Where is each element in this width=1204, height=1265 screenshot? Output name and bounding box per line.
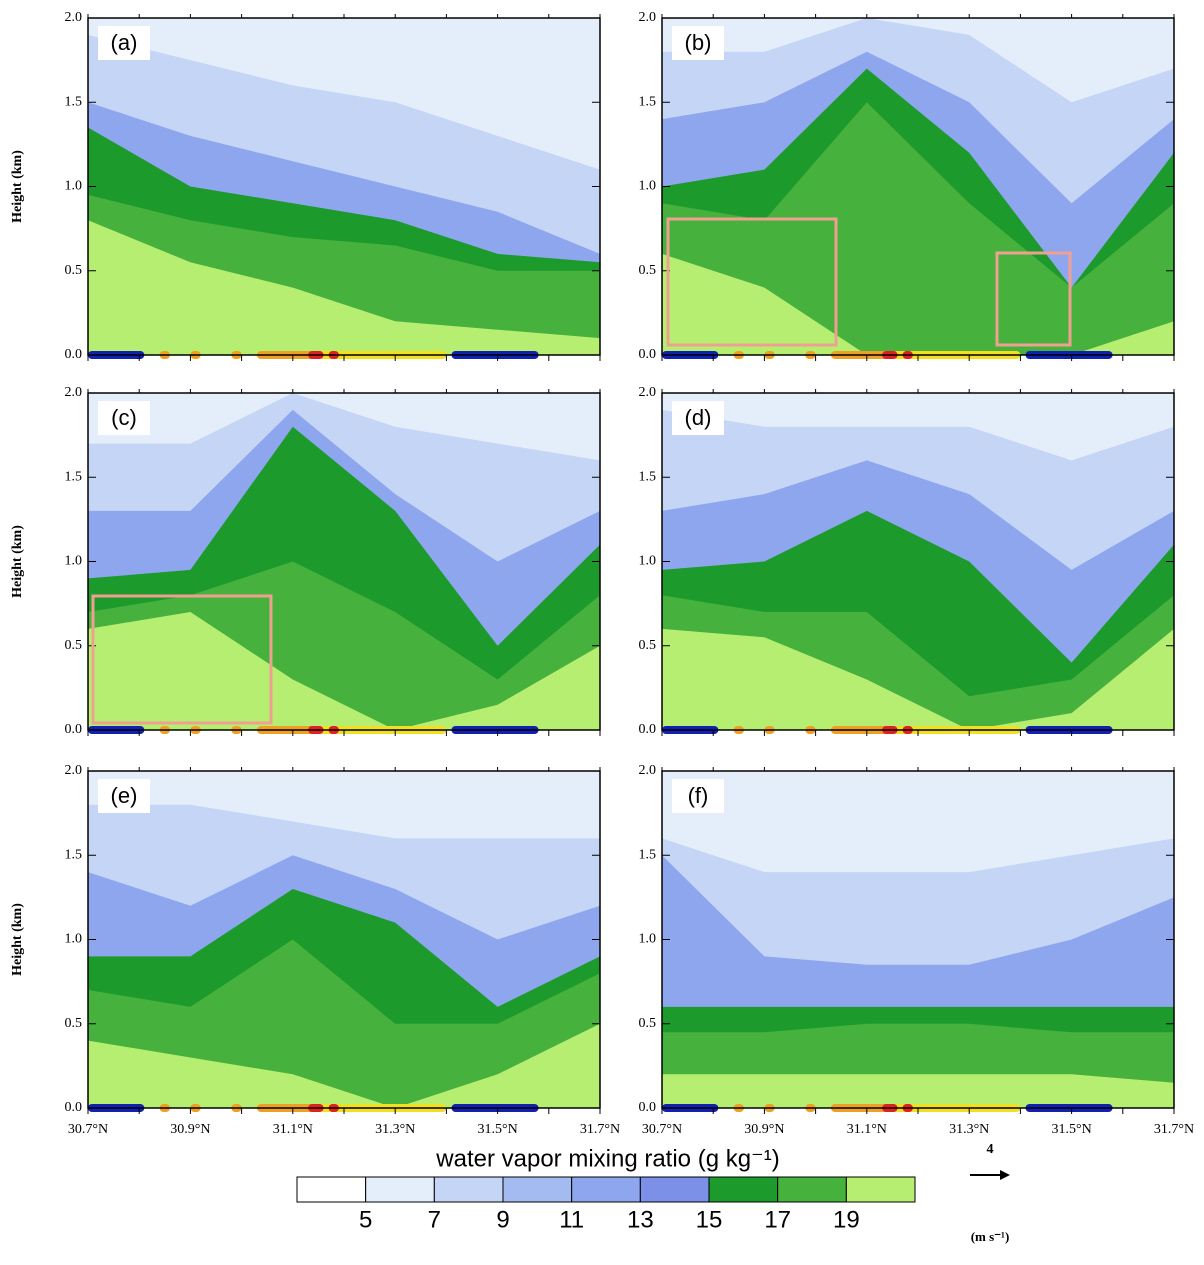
y-tick-label: 1.0 (639, 932, 657, 947)
y-tick-label: 0.5 (639, 263, 657, 278)
colorbar-label: 19 (833, 1206, 860, 1233)
colorbar-swatch (365, 1176, 435, 1203)
colorbar-label: 15 (696, 1206, 723, 1233)
contour-fill (662, 253, 1174, 355)
contour-fill (662, 628, 1174, 730)
y-tick-label: 2.0 (65, 385, 83, 400)
panel-label: (a) (111, 30, 138, 55)
contour-fill (88, 220, 600, 355)
panel-label: (e) (111, 783, 138, 808)
x-tick-label: 31.5°N (477, 1122, 517, 1137)
panel-label: (d) (685, 405, 712, 430)
panel-label: (c) (111, 405, 137, 430)
y-tick-label: 2.0 (639, 10, 657, 25)
plot-area (88, 771, 600, 1108)
colorbar-label: 7 (428, 1206, 441, 1233)
colorbar-swatch (777, 1176, 847, 1203)
reference-arrow-head (1000, 1170, 1010, 1180)
y-tick-label: 0.0 (65, 347, 83, 362)
x-tick-label: 31.3°N (949, 1122, 989, 1137)
panel-label: (b) (685, 30, 712, 55)
x-tick-label: 31.7°N (580, 1122, 620, 1137)
panel-label: (f) (688, 783, 709, 808)
y-tick-label: 1.5 (639, 94, 657, 109)
y-tick-label: 0.0 (639, 722, 657, 737)
contour-fill (662, 102, 1174, 355)
x-tick-label: 31.1°N (847, 1122, 887, 1137)
x-tick-label: 30.7°N (642, 1122, 682, 1137)
plot-area (662, 18, 1174, 355)
y-tick-label: 1.0 (639, 179, 657, 194)
y-tick-label: 1.5 (639, 847, 657, 862)
contour-fill (88, 612, 600, 730)
y-tick-label: 2.0 (65, 10, 83, 25)
x-tick-label: 31.1°N (273, 1122, 313, 1137)
y-tick-label: 0.5 (65, 638, 83, 653)
y-tick-label: 0.0 (639, 347, 657, 362)
plot-area (662, 393, 1174, 730)
y-axis-label: Height (km) (10, 150, 25, 223)
y-tick-label: 0.5 (65, 1016, 83, 1031)
panel-label-box (98, 401, 150, 435)
highlight-box (666, 217, 838, 347)
y-tick-label: 1.5 (639, 469, 657, 484)
x-tick-label: 30.9°N (744, 1122, 784, 1137)
y-tick-label: 0.0 (639, 1100, 657, 1115)
y-axis-label: Height (km) (10, 525, 25, 598)
y-tick-label: 1.0 (65, 932, 83, 947)
x-tick-label: 31.3°N (375, 1122, 415, 1137)
y-tick-label: 1.5 (65, 469, 83, 484)
colorbar-swatch (708, 1176, 779, 1203)
panel-label-box (98, 779, 150, 813)
colorbar-label: 9 (496, 1206, 509, 1233)
colorbar-swatch (502, 1176, 573, 1203)
x-tick-label: 31.7°N (1154, 1122, 1194, 1137)
colorbar-title: water vapor mixing ratio (g kg⁻¹) (435, 1145, 779, 1172)
highlight-box (995, 251, 1072, 347)
y-tick-label: 1.0 (65, 179, 83, 194)
y-tick-label: 0.5 (639, 638, 657, 653)
colorbar-label: 13 (627, 1206, 654, 1233)
colorbar-label: 5 (359, 1206, 372, 1233)
colorbar-swatch (571, 1176, 641, 1203)
plot-area (662, 771, 1174, 1108)
x-tick-label: 30.7°N (68, 1122, 108, 1137)
y-tick-label: 1.5 (65, 847, 83, 862)
contour-fill (88, 1023, 600, 1108)
panel-label-box (98, 26, 150, 60)
y-tick-label: 2.0 (639, 763, 657, 778)
x-tick-label: 31.5°N (1051, 1122, 1091, 1137)
colorbar-swatch (639, 1176, 710, 1203)
colorbar-label: 17 (764, 1206, 791, 1233)
highlight-box (91, 594, 273, 725)
y-tick-label: 2.0 (639, 385, 657, 400)
y-tick-label: 1.0 (65, 554, 83, 569)
colorbar-swatch (296, 1176, 367, 1203)
panel-label-box (672, 779, 724, 813)
y-tick-label: 0.5 (65, 263, 83, 278)
y-tick-label: 1.5 (65, 94, 83, 109)
colorbar-label: 11 (559, 1206, 584, 1233)
colorbar-swatch (845, 1176, 916, 1203)
y-tick-label: 0.5 (639, 1016, 657, 1031)
panel-label-box (672, 401, 724, 435)
colorbar-swatch (433, 1176, 504, 1203)
y-tick-label: 2.0 (65, 763, 83, 778)
y-tick-label: 0.0 (65, 1100, 83, 1115)
y-tick-label: 1.0 (639, 554, 657, 569)
y-tick-label: 0.0 (65, 722, 83, 737)
reference-value: 4 (987, 1142, 994, 1157)
y-axis-label: Height (km) (10, 903, 25, 976)
reference-unit: (m s⁻¹) (971, 1229, 1010, 1244)
panel-label-box (672, 26, 724, 60)
x-tick-label: 30.9°N (170, 1122, 210, 1137)
plot-area (88, 393, 600, 730)
plot-area (88, 18, 600, 355)
contour-fill (662, 1074, 1174, 1108)
